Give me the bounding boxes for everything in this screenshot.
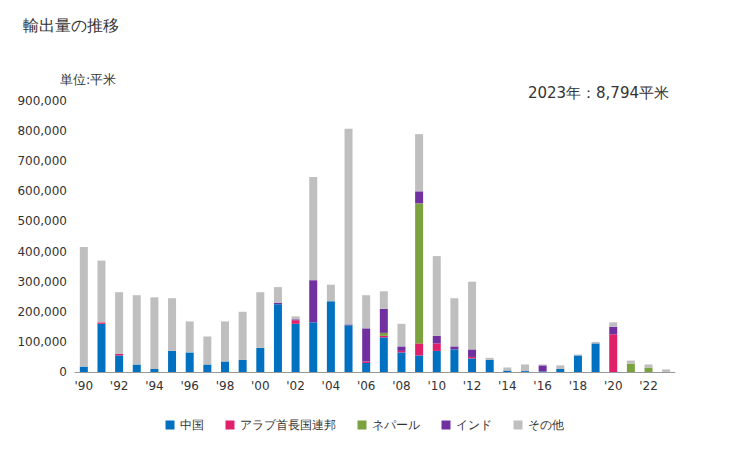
svg-text:'94: '94: [145, 379, 164, 393]
svg-text:'92: '92: [110, 379, 129, 393]
svg-text:'00: '00: [251, 379, 270, 393]
svg-text:'04: '04: [322, 379, 341, 393]
svg-text:'16: '16: [533, 379, 552, 393]
svg-text:700,000: 700,000: [17, 154, 67, 168]
svg-text:500,000: 500,000: [17, 214, 67, 228]
svg-text:'12: '12: [463, 379, 482, 393]
svg-text:800,000: 800,000: [17, 124, 67, 138]
svg-text:インド: インド: [456, 418, 492, 432]
svg-text:200,000: 200,000: [17, 305, 67, 319]
svg-text:'10: '10: [427, 379, 446, 393]
svg-text:単位:平米: 単位:平米: [60, 72, 116, 87]
svg-text:その他: その他: [528, 418, 564, 432]
svg-text:'18: '18: [569, 379, 588, 393]
svg-text:'08: '08: [392, 379, 411, 393]
svg-text:ネパール: ネパール: [372, 418, 420, 432]
svg-text:'20: '20: [604, 379, 623, 393]
svg-text:100,000: 100,000: [17, 335, 67, 349]
svg-text:2023年：8,794平米: 2023年：8,794平米: [528, 84, 669, 102]
svg-text:'90: '90: [75, 379, 94, 393]
svg-text:0: 0: [59, 365, 67, 379]
svg-text:'14: '14: [498, 379, 517, 393]
svg-text:'98: '98: [216, 379, 235, 393]
svg-text:300,000: 300,000: [17, 275, 67, 289]
svg-text:'02: '02: [286, 379, 305, 393]
svg-text:アラブ首長国連邦: アラブ首長国連邦: [240, 418, 336, 432]
svg-text:'96: '96: [180, 379, 199, 393]
svg-text:輸出量の推移: 輸出量の推移: [23, 16, 119, 35]
svg-text:'06: '06: [357, 379, 376, 393]
svg-text:中国: 中国: [180, 418, 204, 432]
svg-text:900,000: 900,000: [17, 94, 67, 108]
svg-text:400,000: 400,000: [17, 245, 67, 259]
svg-text:600,000: 600,000: [17, 184, 67, 198]
svg-text:'22: '22: [639, 379, 658, 393]
